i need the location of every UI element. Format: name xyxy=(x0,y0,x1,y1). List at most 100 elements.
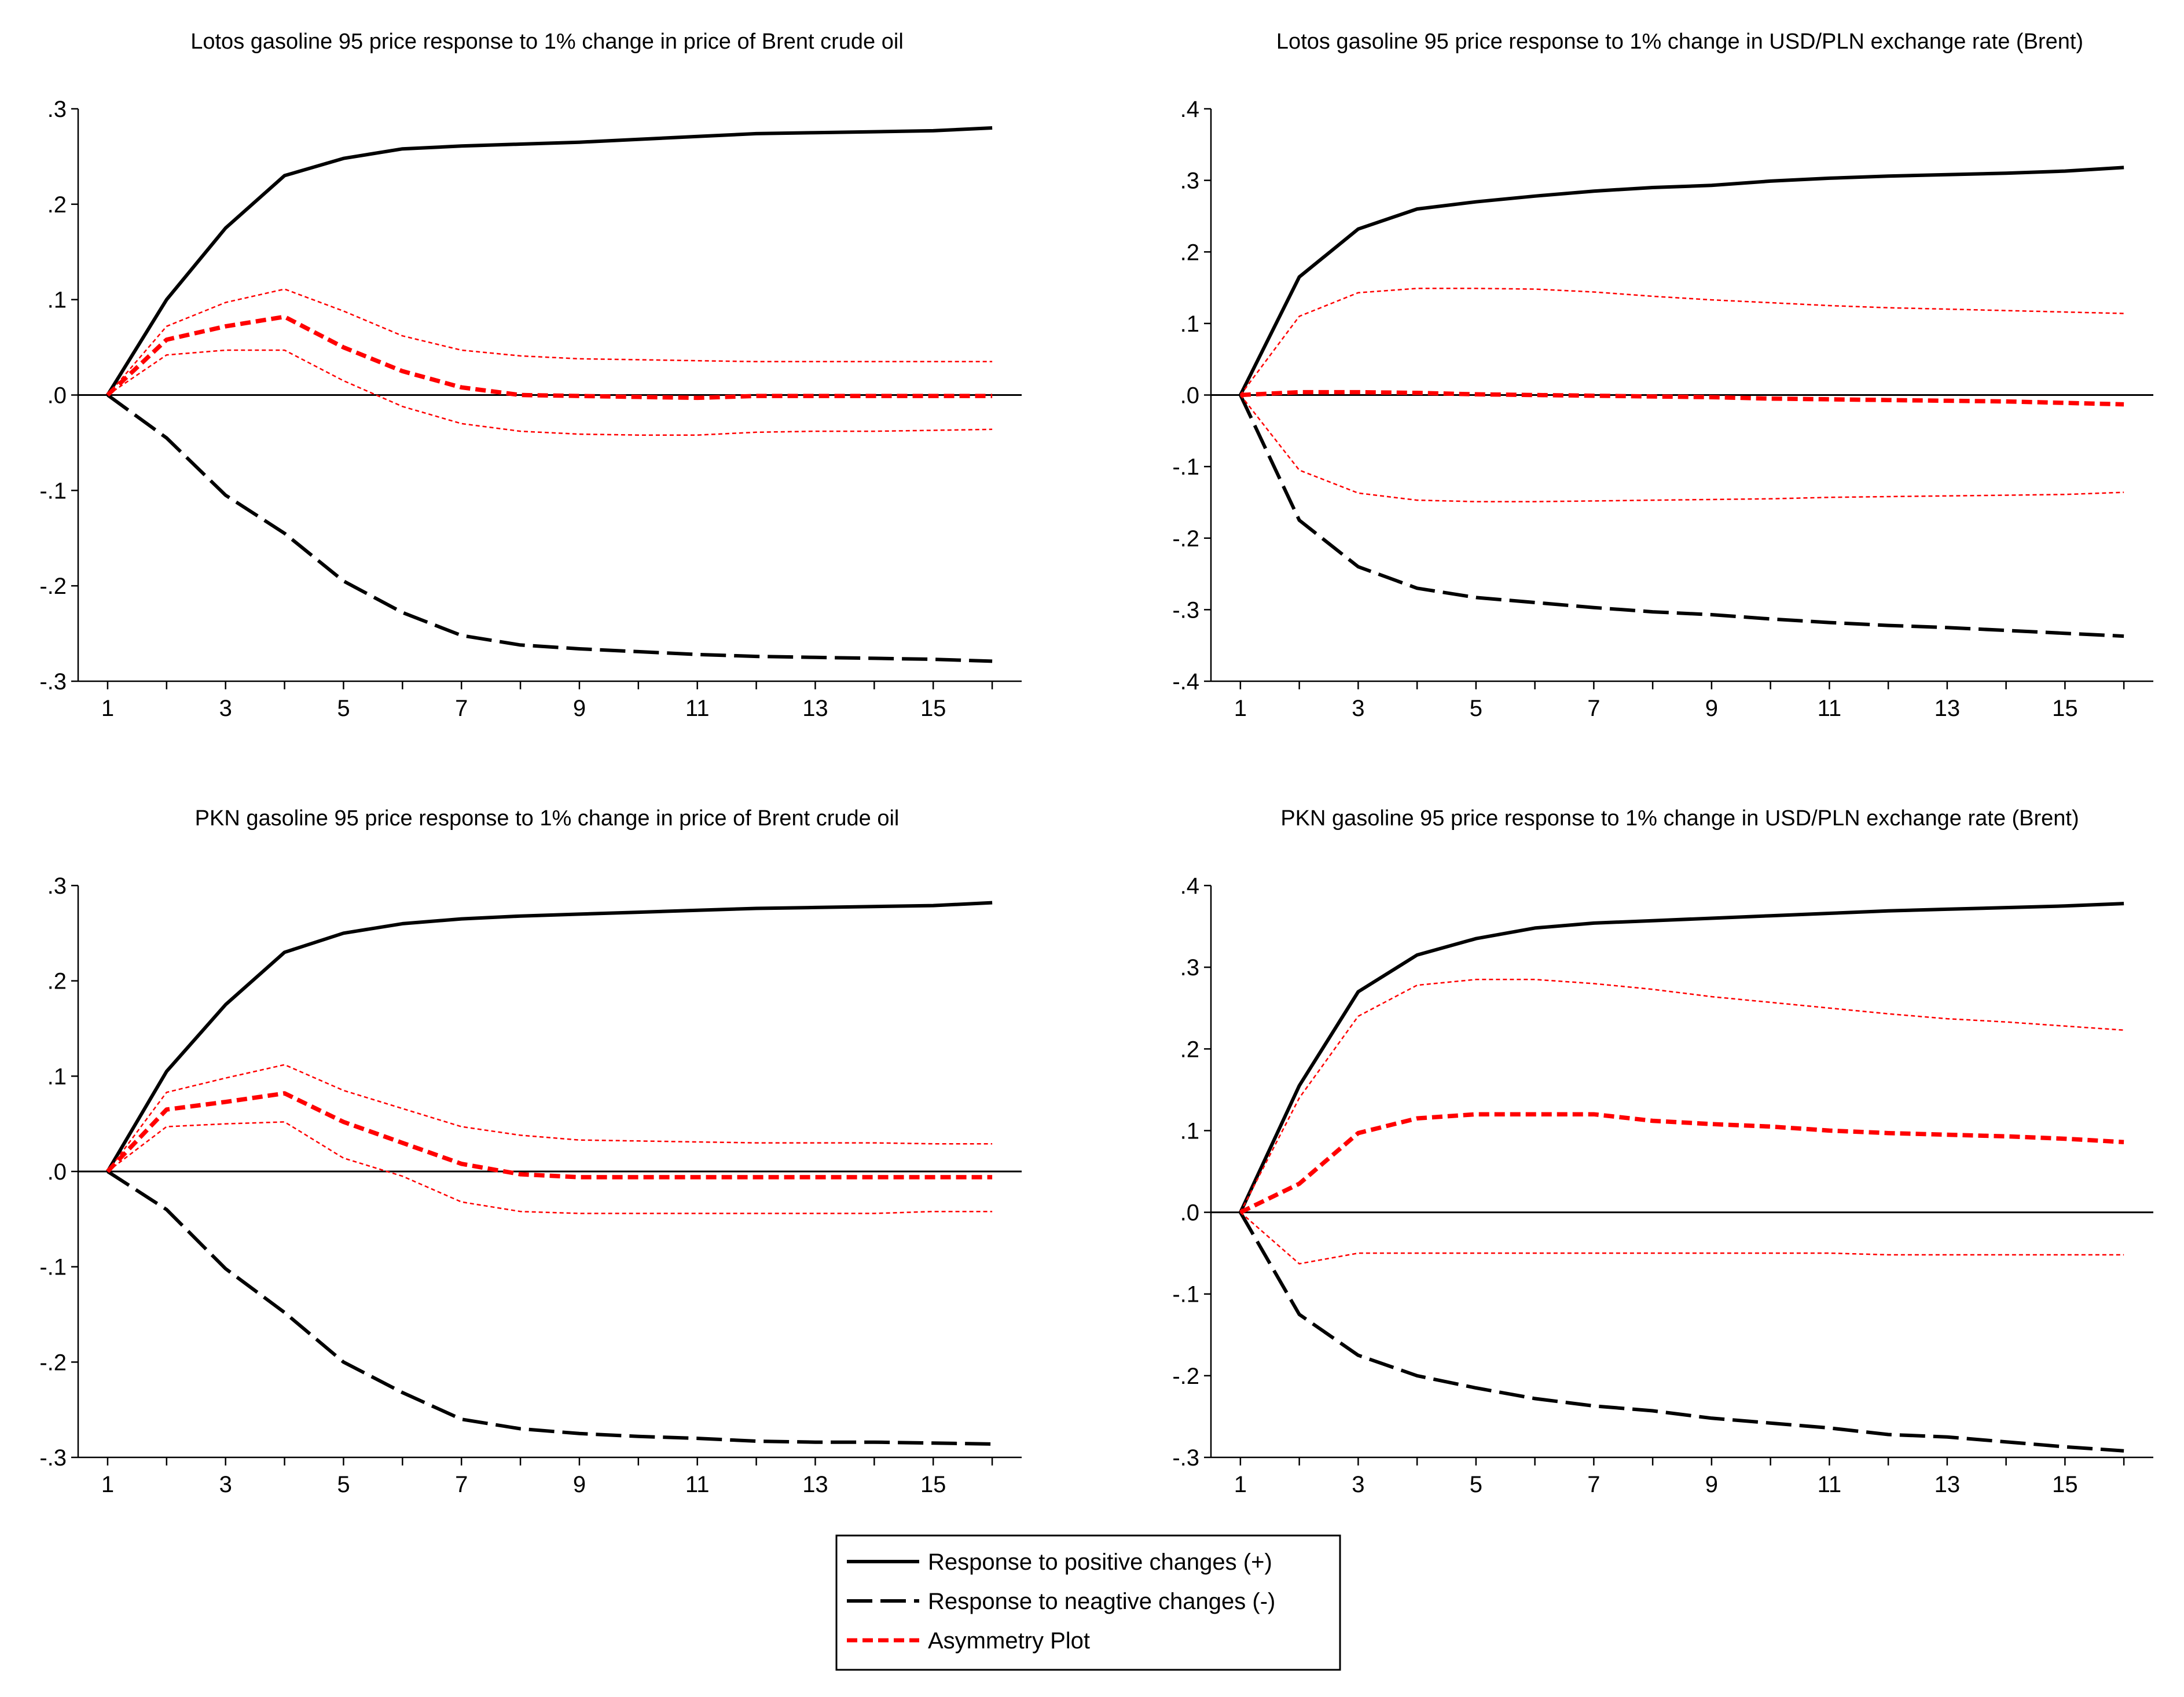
x-tick-label: 5 xyxy=(337,696,350,721)
series-line-negative xyxy=(107,394,993,663)
chart-title: PKN gasoline 95 price response to 1% cha… xyxy=(195,806,900,831)
x-tick-label: 5 xyxy=(337,1472,350,1497)
y-tick-label: -.2 xyxy=(39,574,67,599)
legend-frame xyxy=(835,1534,1341,1671)
y-tick-label: .4 xyxy=(1180,97,1199,122)
x-tick-label: 13 xyxy=(802,1472,828,1497)
series-line-lower-band xyxy=(107,1121,993,1214)
x-tick-label: 11 xyxy=(1818,696,1842,721)
series-line-negative xyxy=(1239,394,2124,638)
legend-label-positive: Response to positive changes (+) xyxy=(928,1549,1272,1575)
x-tick-label: 7 xyxy=(1587,1472,1600,1497)
series-line-lower-band xyxy=(107,349,993,436)
x-tick-label: 11 xyxy=(1818,1472,1842,1497)
y-tick-label: -.3 xyxy=(1172,1445,1199,1471)
x-tick-label: 1 xyxy=(101,696,114,721)
x-tick-label: 5 xyxy=(1470,1472,1482,1497)
y-tick-label: .0 xyxy=(47,1159,67,1185)
y-tick-label: -.2 xyxy=(39,1350,67,1375)
y-tick-label: .3 xyxy=(47,873,67,899)
series-line-negative xyxy=(107,1170,993,1446)
y-tick-label: -.3 xyxy=(1172,597,1199,623)
series-line-lower-band xyxy=(1240,1211,2124,1265)
y-tick-label: -.3 xyxy=(39,1445,67,1471)
x-tick-label: 9 xyxy=(1705,696,1718,721)
series-line-asymmetry xyxy=(1239,1112,2124,1214)
series-line-asymmetry xyxy=(106,314,993,401)
y-tick-label: .3 xyxy=(1180,955,1199,980)
y-tick-label: .0 xyxy=(47,383,67,409)
series-line-positive xyxy=(106,126,993,396)
y-tick-label: .3 xyxy=(1180,168,1199,194)
x-tick-label: 3 xyxy=(1352,1472,1364,1497)
y-tick-label: -.3 xyxy=(39,669,67,695)
series-line-asymmetry xyxy=(1240,390,2124,407)
series-line-asymmetry xyxy=(106,1091,993,1180)
y-tick-label: .0 xyxy=(1180,383,1199,409)
series-line-upper-band xyxy=(1239,979,2124,1213)
chart-lotos-usdpln: Lotos gasoline 95 price response to 1% c… xyxy=(1172,30,2153,721)
x-tick-label: 9 xyxy=(1705,1472,1718,1497)
y-tick-label: -.1 xyxy=(39,478,67,504)
chart-title: Lotos gasoline 95 price response to 1% c… xyxy=(1276,30,2083,54)
series-line-positive xyxy=(106,901,993,1173)
x-tick-label: 5 xyxy=(1470,696,1482,721)
chart-title: PKN gasoline 95 price response to 1% cha… xyxy=(1280,806,2079,831)
x-tick-label: 3 xyxy=(219,696,232,721)
x-tick-label: 1 xyxy=(1234,696,1247,721)
y-tick-label: .1 xyxy=(47,1064,67,1089)
series-line-upper-band xyxy=(1239,288,2124,396)
y-tick-label: -.1 xyxy=(39,1255,67,1280)
plot-area: .3.2.1.0-.1-.2-.31 3 5 7 9 11 13 15 xyxy=(39,97,1022,721)
x-tick-label: 1 xyxy=(101,1472,114,1497)
y-tick-label: -.2 xyxy=(1172,526,1199,552)
series-line-lower-band xyxy=(1239,394,2124,502)
x-tick-label: 7 xyxy=(1587,696,1600,721)
y-tick-label: -.2 xyxy=(1172,1364,1199,1389)
x-tick-label: 11 xyxy=(685,696,710,721)
y-tick-label: .1 xyxy=(1180,311,1199,337)
chart-lotos-brent: Lotos gasoline 95 price response to 1% c… xyxy=(39,30,1022,721)
chart-pkn-brent: PKN gasoline 95 price response to 1% cha… xyxy=(39,806,1022,1497)
plot-area: .3.2.1.0-.1-.2-.31 3 5 7 9 11 13 15 xyxy=(39,873,1022,1497)
chart-pkn-usdpln: PKN gasoline 95 price response to 1% cha… xyxy=(1172,806,2153,1497)
x-tick-label: 3 xyxy=(1352,696,1364,721)
x-tick-label: 11 xyxy=(685,1472,710,1497)
legend-label-negative: Response to neagtive changes (-) xyxy=(928,1589,1275,1614)
y-tick-label: -.1 xyxy=(1172,454,1199,480)
series-line-positive xyxy=(1239,166,2124,396)
x-tick-label: 7 xyxy=(455,696,468,721)
y-tick-label: .2 xyxy=(1180,240,1199,265)
series-line-upper-band xyxy=(107,1064,993,1172)
y-tick-label: -.4 xyxy=(1172,669,1199,695)
y-tick-label: .1 xyxy=(1180,1118,1199,1144)
series-line-negative xyxy=(1239,1211,2124,1453)
y-tick-label: .2 xyxy=(1180,1037,1199,1062)
x-tick-label: 15 xyxy=(920,696,946,721)
y-tick-label: -.1 xyxy=(1172,1282,1199,1307)
x-tick-label: 13 xyxy=(1935,696,1961,721)
x-tick-label: 15 xyxy=(920,1472,946,1497)
x-tick-label: 15 xyxy=(2052,1472,2078,1497)
series-line-positive xyxy=(1239,902,2124,1213)
chart-title: Lotos gasoline 95 price response to 1% c… xyxy=(190,30,904,54)
y-tick-label: .3 xyxy=(47,97,67,122)
x-tick-label: 15 xyxy=(2052,696,2078,721)
x-tick-label: 3 xyxy=(219,1472,232,1497)
x-tick-label: 13 xyxy=(1935,1472,1961,1497)
x-tick-label: 9 xyxy=(573,1472,586,1497)
legend-label-asymmetry: Asymmetry Plot xyxy=(928,1628,1090,1654)
legend: Response to positive changes (+) Respons… xyxy=(835,1534,1341,1671)
y-tick-label: .1 xyxy=(47,288,67,313)
y-tick-label: .0 xyxy=(1180,1200,1199,1226)
x-tick-label: 13 xyxy=(802,696,828,721)
plot-area: .4.3.2.1.0-.1-.2-.31 3 5 7 9 11 13 15 xyxy=(1172,873,2153,1497)
x-tick-label: 1 xyxy=(1234,1472,1247,1497)
x-tick-label: 9 xyxy=(573,696,586,721)
y-tick-label: .4 xyxy=(1180,873,1199,899)
y-tick-label: .2 xyxy=(47,192,67,218)
plot-area: .4.3.2.1.0-.1-.2-.3-.41 3 5 7 9 11 13 15 xyxy=(1172,97,2153,721)
y-tick-label: .2 xyxy=(47,969,67,994)
series-line-upper-band xyxy=(107,288,993,396)
